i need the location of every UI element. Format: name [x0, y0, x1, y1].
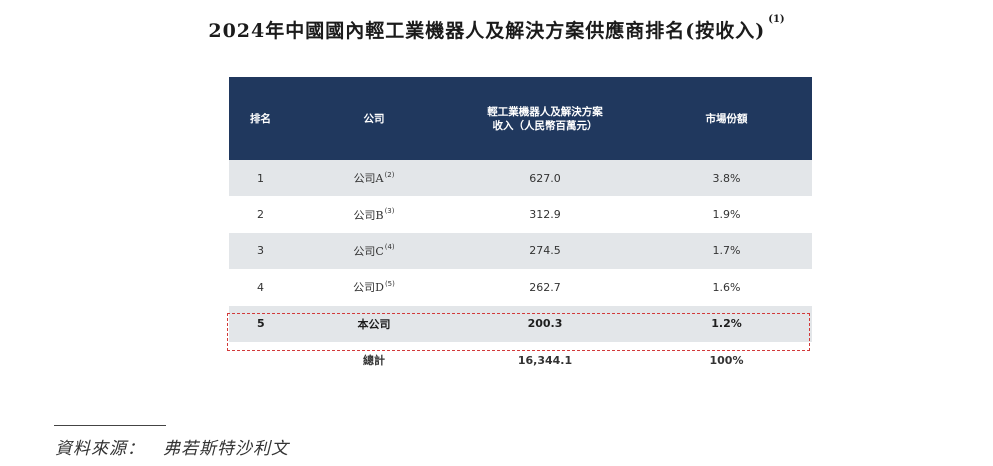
cell-share: 3.8%: [712, 171, 741, 185]
company-footnote: (3): [384, 206, 395, 215]
table-row: 1 公司A(2) 627.0 3.8%: [229, 160, 812, 197]
header-rank: 排名: [250, 113, 271, 125]
company-name: 公司D: [353, 281, 384, 295]
table-row: 2 公司B(3) 312.9 1.9%: [229, 196, 812, 232]
cell-revenue: 274.5: [529, 244, 561, 258]
cell-company: 公司D(5): [299, 279, 449, 295]
cell-company: 本公司: [299, 316, 449, 332]
cell-rank: 4: [257, 280, 264, 294]
cell-rank: 5: [257, 317, 265, 331]
table-row-highlighted: 5 本公司 200.3 1.2%: [229, 305, 812, 342]
table-row: 4 公司D(5) 262.7 1.6%: [229, 269, 812, 305]
total-share: 100%: [709, 353, 744, 367]
cell-revenue: 262.7: [529, 280, 561, 294]
cell-company: 公司B(3): [299, 207, 449, 223]
ranking-table: 排名 公司 輕工業機器人及解決方案 收入（人民幣百萬元） 市場份額 1 公司A(…: [229, 77, 812, 379]
cell-company: 公司A(2): [299, 170, 449, 186]
cell-rank: 3: [257, 244, 264, 258]
cell-rank: 1: [257, 171, 264, 185]
header-revenue: 輕工業機器人及解決方案 收入（人民幣百萬元）: [449, 105, 641, 133]
company-name: 本公司: [357, 317, 391, 331]
company-name: 公司C: [353, 244, 384, 258]
cell-revenue: 627.0: [529, 171, 561, 185]
header-revenue-line2: 收入（人民幣百萬元）: [492, 119, 598, 132]
company-footnote: (2): [384, 170, 395, 179]
company-name: 公司B: [353, 208, 384, 222]
source-note: 資料來源： 弗若斯特沙利文: [55, 439, 289, 459]
total-label: 總計: [363, 354, 385, 368]
cell-share: 1.7%: [712, 244, 741, 258]
company-footnote: (5): [384, 279, 395, 288]
title-text: 2024年中國國內輕工業機器人及解決方案供應商排名(按收入): [208, 20, 766, 42]
table-total-row: 總計 16,344.1 100%: [229, 341, 812, 379]
cell-company: 公司C(4): [299, 243, 449, 259]
company-name: 公司A: [353, 172, 384, 186]
cell-rank: 2: [257, 208, 264, 222]
cell-revenue: 312.9: [529, 208, 561, 222]
cell-share: 1.9%: [712, 208, 741, 222]
page-title: 2024年中國國內輕工業機器人及解決方案供應商排名(按收入)(1): [0, 14, 993, 43]
title-footnote: (1): [768, 14, 785, 25]
table-row: 3 公司C(4) 274.5 1.7%: [229, 232, 812, 270]
header-revenue-line1: 輕工業機器人及解決方案: [487, 105, 603, 118]
company-footnote: (4): [384, 243, 395, 252]
source-divider: [54, 425, 166, 426]
cell-revenue: 200.3: [527, 317, 563, 331]
cell-share: 1.6%: [712, 280, 741, 294]
header-company: 公司: [363, 113, 385, 125]
table-header: 排名 公司 輕工業機器人及解決方案 收入（人民幣百萬元） 市場份額: [229, 77, 812, 160]
total-revenue: 16,344.1: [517, 353, 573, 367]
cell-share: 1.2%: [711, 317, 742, 331]
header-share: 市場份額: [705, 113, 748, 125]
